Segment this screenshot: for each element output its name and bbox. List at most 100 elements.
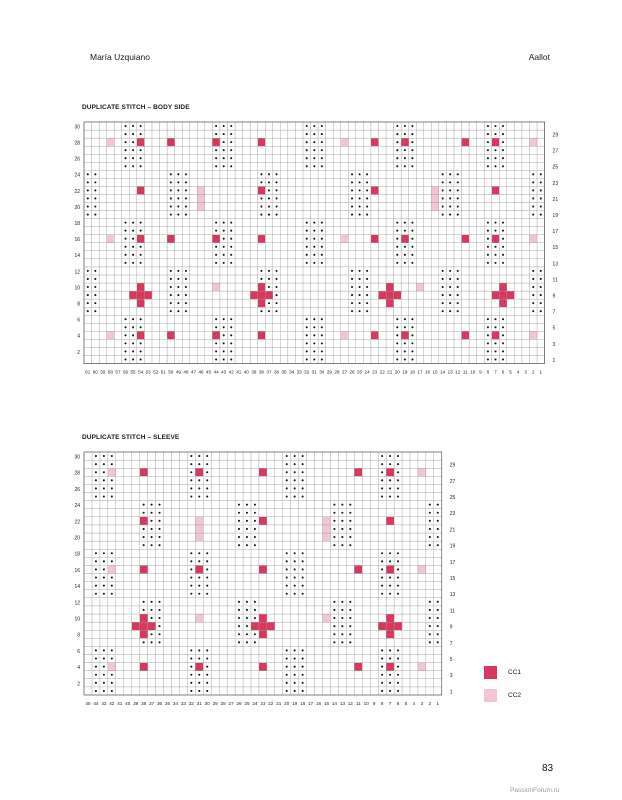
chart-cell	[417, 516, 427, 526]
stitch-dot	[198, 673, 201, 676]
chart-cell	[362, 573, 371, 582]
chart-cell	[179, 500, 188, 509]
stitch-dot	[94, 576, 97, 579]
chart-cell	[211, 581, 220, 590]
chart-cell	[211, 557, 220, 566]
chart-cell	[274, 540, 283, 550]
chart-cell	[242, 476, 252, 485]
stitch-dot	[293, 657, 296, 660]
chart-cell	[139, 557, 148, 566]
chart-cell	[306, 451, 315, 461]
chart-cell	[163, 524, 172, 534]
stitch-dot	[94, 665, 97, 668]
chart-cell	[163, 638, 172, 647]
chart-cell	[234, 549, 244, 558]
chart-cell	[123, 540, 132, 550]
chart-cell	[171, 549, 180, 558]
pattern-name: Aallot	[528, 52, 550, 62]
chart-cell	[354, 654, 363, 663]
chart-cell	[362, 686, 371, 696]
chart-cell	[385, 605, 395, 615]
stitch-dot	[94, 681, 97, 684]
chart-cell	[266, 508, 275, 517]
chart-cell	[83, 638, 93, 647]
stitch-dot	[396, 455, 400, 458]
row-number-right: 21	[450, 527, 456, 533]
chart-cell	[195, 630, 204, 639]
chart-cell	[139, 613, 148, 623]
chart-cell	[107, 621, 116, 631]
stitch-dot	[486, 358, 489, 361]
stitch-dot	[293, 568, 296, 571]
chart-cell	[274, 613, 283, 623]
chart-cell	[370, 524, 379, 534]
chart-cell	[83, 468, 93, 477]
chart-cell	[147, 557, 156, 566]
chart-cell	[274, 678, 283, 688]
chart-cell	[107, 516, 116, 526]
chart-cell	[131, 646, 140, 655]
chart-cell	[330, 484, 339, 493]
stitch-dot	[110, 463, 113, 466]
stitch-dot	[428, 519, 431, 522]
chart-cell	[123, 597, 132, 607]
chart-cell	[409, 573, 419, 582]
stitch-dot	[389, 487, 392, 490]
chart-cell	[282, 532, 291, 542]
chart-cell	[91, 516, 101, 526]
stitch-dot	[275, 277, 278, 281]
chart-cell	[147, 654, 156, 663]
stitch-dot	[190, 592, 193, 595]
chart-cell	[147, 492, 156, 501]
column-number: 34	[173, 701, 179, 706]
stitch-dot	[275, 310, 278, 313]
stitch-dot	[381, 665, 384, 668]
stitch-dot	[237, 544, 241, 547]
chart-cell	[258, 476, 268, 485]
chart-cell	[417, 524, 427, 534]
chart-cell	[83, 630, 93, 639]
stitch-dot	[456, 294, 459, 297]
chart-cell	[195, 524, 204, 534]
stitch-dot	[275, 302, 278, 305]
chart-cell	[433, 484, 442, 493]
chart-cell	[401, 573, 411, 582]
row-number-right: 11	[450, 608, 455, 614]
chart-cell	[123, 484, 132, 493]
stitch-dot	[366, 277, 369, 281]
stitch-dot	[237, 608, 241, 611]
chart-cell	[322, 630, 331, 639]
legend-cc1-swatch	[484, 666, 497, 679]
chart-cell	[211, 670, 220, 679]
stitch-dot	[381, 681, 384, 684]
chart-cell	[226, 557, 236, 566]
chart-cell	[107, 524, 116, 534]
chart-cell	[298, 516, 307, 526]
chart-cell	[99, 630, 109, 639]
chart-cell	[226, 654, 236, 663]
chart-cell	[417, 613, 427, 623]
stitch-dot	[150, 519, 153, 522]
chart-cell	[211, 621, 220, 631]
chart-cell	[330, 581, 339, 590]
stitch-dot	[267, 310, 271, 313]
stitch-dot	[206, 487, 209, 490]
chart-cell	[282, 508, 291, 517]
stitch-dot	[293, 673, 296, 676]
chart-cell	[306, 524, 315, 534]
stitch-dot	[293, 552, 296, 555]
chart-cell	[314, 654, 323, 663]
chart-cell	[330, 678, 339, 688]
stitch-dot	[215, 326, 218, 329]
chart-cell	[131, 613, 140, 623]
stitch-dot	[190, 552, 193, 555]
chart-cell	[417, 451, 427, 461]
chart-cell	[314, 662, 323, 671]
chart-cell	[362, 646, 371, 655]
chart-cell	[139, 565, 148, 574]
chart-cell	[171, 605, 180, 615]
chart-cell	[139, 646, 148, 655]
stitch-dot	[190, 455, 193, 458]
stitch-dot	[341, 608, 344, 611]
stitch-dot	[389, 689, 392, 692]
